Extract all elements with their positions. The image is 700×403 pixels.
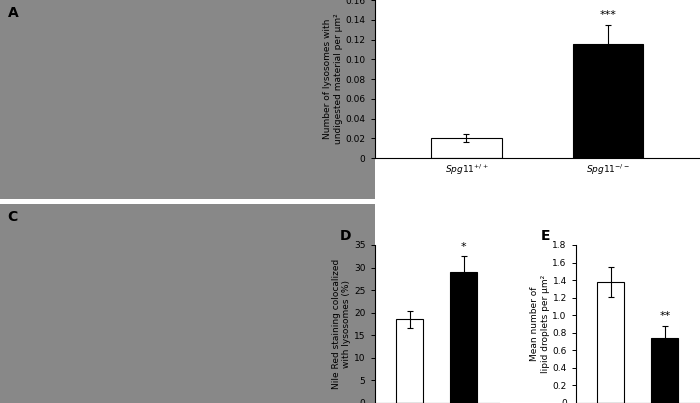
Text: C: C <box>8 210 18 224</box>
Bar <box>431 138 502 158</box>
Bar <box>652 338 678 403</box>
Bar <box>396 320 423 403</box>
Bar <box>573 44 643 158</box>
Y-axis label: Number of lysosomes with
undigested material per μm²: Number of lysosomes with undigested mate… <box>323 14 342 144</box>
Text: ***: *** <box>600 10 617 20</box>
Text: A: A <box>8 6 18 20</box>
Text: **: ** <box>659 311 671 321</box>
Bar <box>450 272 477 403</box>
Text: *: * <box>461 241 466 251</box>
Y-axis label: Nile Red staining colocalized
with lysosomes (%): Nile Red staining colocalized with lysos… <box>332 259 351 389</box>
Bar <box>597 282 624 403</box>
Text: E: E <box>541 229 550 243</box>
Text: D: D <box>340 229 351 243</box>
Y-axis label: Mean number of
lipid droplets per μm²: Mean number of lipid droplets per μm² <box>530 275 550 373</box>
